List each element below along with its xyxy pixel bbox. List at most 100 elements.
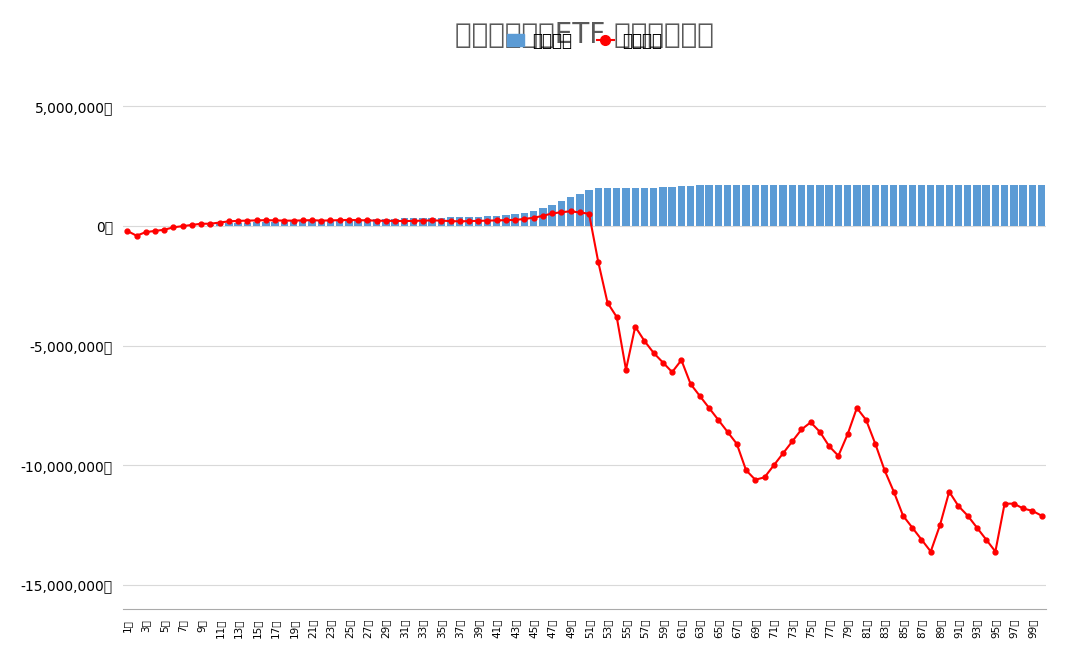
Bar (779, 185, 786, 226)
Bar (622, 188, 630, 226)
Bar (659, 187, 667, 226)
評価損益 (297, 216, 309, 224)
Bar (271, 222, 278, 226)
Bar (927, 185, 935, 226)
Bar (973, 185, 981, 226)
Bar (318, 221, 325, 226)
Bar (336, 220, 344, 226)
Bar (1010, 185, 1018, 226)
Bar (576, 194, 584, 226)
Bar (751, 185, 759, 226)
評価損益 (121, 227, 133, 235)
Bar (733, 185, 740, 226)
Bar (437, 217, 445, 226)
Bar (1019, 185, 1026, 226)
Bar (392, 219, 399, 226)
Bar (844, 185, 851, 226)
Bar (668, 187, 675, 226)
Bar (594, 188, 602, 226)
Bar (743, 185, 750, 226)
Bar (346, 220, 352, 226)
Bar (678, 186, 685, 226)
Bar (696, 185, 703, 226)
Bar (207, 225, 214, 226)
Bar (964, 185, 971, 226)
Bar (447, 217, 455, 226)
Bar (1001, 185, 1008, 226)
Bar (723, 185, 731, 226)
評価損益 (1007, 500, 1020, 507)
評価損益 (675, 356, 688, 364)
Bar (290, 221, 298, 226)
評価損益 (924, 548, 937, 556)
Bar (511, 214, 519, 226)
評価損益 (333, 216, 346, 224)
Bar (235, 223, 242, 226)
Bar (281, 221, 288, 226)
Bar (475, 217, 482, 226)
Bar (761, 185, 768, 226)
Bar (955, 185, 962, 226)
Bar (872, 185, 879, 226)
Bar (936, 185, 943, 226)
Bar (881, 185, 888, 226)
Bar (530, 211, 538, 226)
Bar (991, 185, 999, 226)
Bar (428, 217, 435, 226)
Bar (483, 216, 491, 226)
Bar (826, 185, 833, 226)
Bar (503, 215, 510, 226)
Bar (862, 185, 870, 226)
Bar (567, 198, 574, 226)
Bar (899, 185, 907, 226)
Bar (1038, 185, 1046, 226)
Bar (918, 185, 925, 226)
Bar (354, 219, 362, 226)
評価損益 (1035, 511, 1048, 519)
Bar (225, 223, 233, 226)
Bar (687, 186, 695, 226)
Bar (641, 188, 648, 226)
Bar (807, 185, 814, 226)
Line: 評価損益: 評価損益 (125, 209, 1044, 554)
Bar (308, 221, 316, 226)
Bar (548, 204, 556, 226)
Bar (373, 219, 380, 226)
Bar (262, 222, 270, 226)
Bar (770, 185, 778, 226)
Bar (614, 188, 620, 226)
Bar (604, 188, 611, 226)
Bar (816, 185, 824, 226)
Bar (299, 221, 306, 226)
Bar (715, 185, 722, 226)
Bar (521, 213, 528, 226)
Bar (327, 220, 334, 226)
Bar (632, 188, 639, 226)
Bar (465, 217, 473, 226)
Bar (705, 185, 713, 226)
評価損益 (564, 208, 577, 215)
Bar (650, 188, 657, 226)
Bar (890, 185, 897, 226)
Title: トライオートETF 週別運用実績: トライオートETF 週別運用実績 (455, 21, 714, 49)
Bar (253, 222, 260, 226)
Bar (798, 185, 806, 226)
Bar (382, 219, 389, 226)
評価損益 (980, 536, 992, 544)
Bar (789, 185, 796, 226)
Bar (558, 201, 566, 226)
Bar (834, 185, 842, 226)
Bar (216, 224, 223, 226)
Bar (1029, 185, 1036, 226)
Bar (493, 216, 500, 226)
Bar (419, 218, 427, 226)
Bar (909, 185, 915, 226)
評価損益 (601, 299, 614, 306)
Bar (400, 219, 408, 226)
Bar (539, 208, 546, 226)
Bar (983, 185, 990, 226)
Bar (586, 190, 593, 226)
Bar (945, 185, 953, 226)
Bar (456, 217, 463, 226)
Legend: 実現損益, 評価損益: 実現損益, 評価損益 (500, 25, 669, 57)
